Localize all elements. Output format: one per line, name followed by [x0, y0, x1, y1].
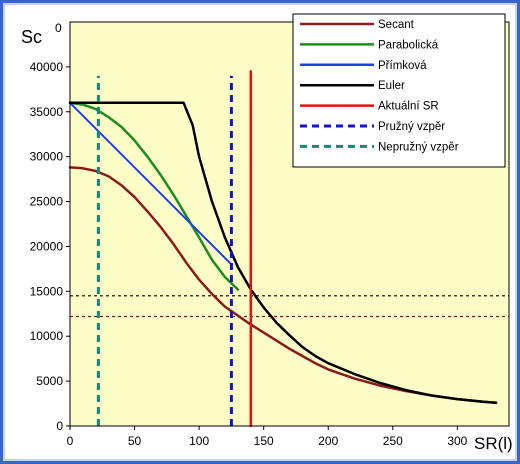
y-tick-label: 35000 [30, 105, 64, 119]
series-layer [68, 70, 498, 428]
legend: Secant Parabolická Přímková Euler Aktuální S… [292, 13, 506, 168]
y-tick-label: 15000 [30, 284, 64, 298]
legend-label: Přímková [378, 60, 427, 72]
x-tick-label: 0 [67, 434, 74, 448]
x-tick-label: 250 [383, 434, 403, 448]
y-tick-label: 40000 [30, 60, 64, 74]
y-axis-ticks: 0 5000 10000 15000 20000 25000 30000 35000 40000 [30, 60, 70, 433]
x-tick-label: 150 [254, 434, 274, 448]
legend-label: Aktuální SR [378, 101, 439, 113]
y-axis-label: Sc [21, 27, 42, 47]
legend-label: Nepružný vzpěr [378, 141, 459, 153]
legend-label: Euler [378, 80, 405, 92]
x-axis-ticks: 0 50 100 150 200 250 300 [67, 426, 468, 448]
legend-label: Secant [378, 19, 415, 31]
y-tick-label: 5000 [36, 374, 63, 388]
x-tick-label: 200 [318, 434, 338, 448]
series-line [68, 166, 498, 404]
y-tick-label: 30000 [30, 150, 64, 164]
x-axis-label: SR(l) [474, 434, 513, 453]
series-line [68, 101, 498, 404]
legend-label: Pružný vzpěr [378, 121, 445, 133]
x-tick-label: 300 [447, 434, 467, 448]
reference-lines [70, 295, 509, 318]
y-tick-label: 25000 [30, 195, 64, 209]
plot-frame [69, 21, 510, 427]
y-axis-top-label: 0 [55, 21, 62, 35]
x-tick-label: 50 [128, 434, 142, 448]
series-line [69, 101, 233, 266]
legend-label: Parabolická [378, 39, 439, 51]
y-tick-label: 20000 [30, 239, 64, 253]
y-tick-label: 0 [56, 419, 63, 433]
legend-box [292, 13, 506, 168]
y-tick-label: 10000 [30, 329, 64, 343]
x-tick-label: 100 [189, 434, 209, 448]
